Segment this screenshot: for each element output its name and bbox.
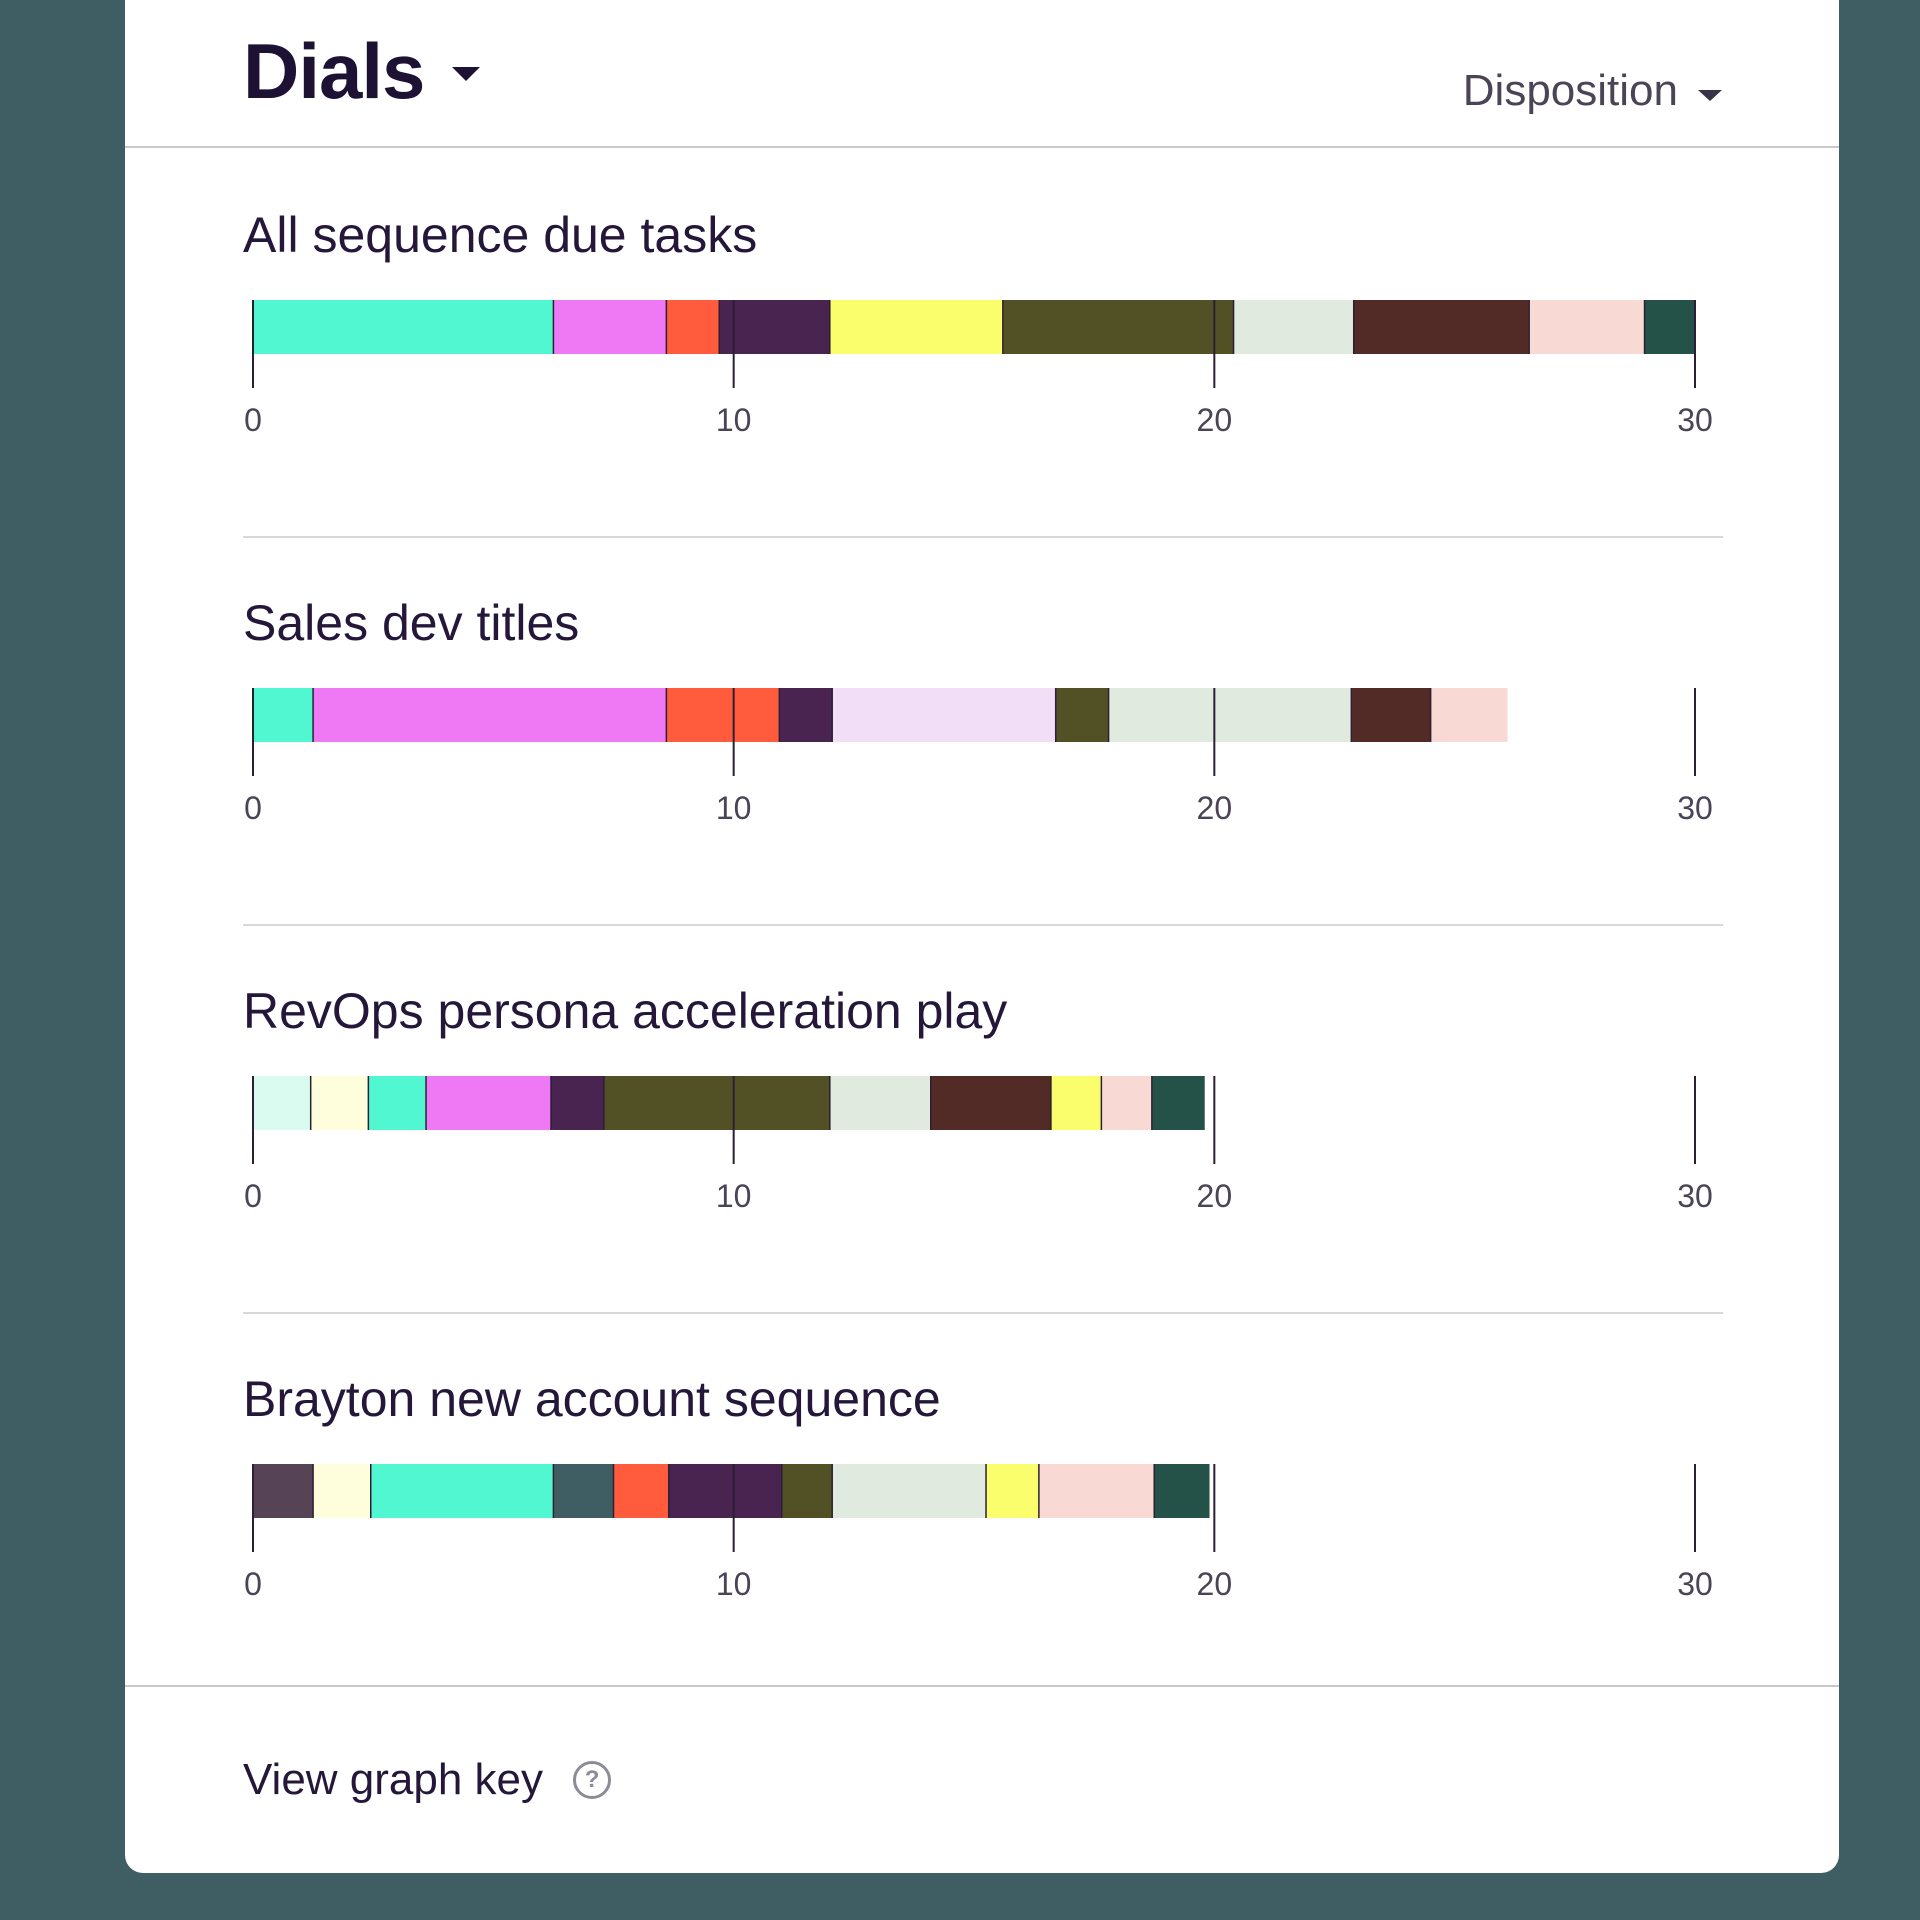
view-graph-key-link[interactable]: View graph key ? [243,1755,612,1805]
bar-segment-4[interactable] [832,688,1056,742]
bar-segment-4[interactable] [829,300,1003,354]
axis-tick-label: 0 [244,790,262,826]
bar-segment-1[interactable] [313,688,667,742]
bar-segment-2[interactable] [370,1464,554,1518]
stacked-bar-chart: 0 10 20 30 [244,1464,1713,1602]
sequence-chart-1: Sales dev titles 0 10 20 30 [243,536,1723,926]
axis-tick-label: 0 [244,1566,262,1602]
bar-segment-0[interactable] [253,688,314,742]
bar-segment-10[interactable] [1154,1464,1210,1518]
bar-segment-2[interactable] [368,1076,427,1130]
bar-segment-5[interactable] [668,1464,782,1518]
bar-segment-1[interactable] [310,1076,369,1130]
bar-segment-1[interactable] [313,1464,371,1518]
bar-segment-4[interactable] [551,1076,604,1130]
axis-tick-label: 0 [244,1178,262,1214]
card-header: Dials Disposition [125,0,1839,148]
axis-tick-label: 20 [1197,790,1233,826]
axis-tick-label: 30 [1677,402,1713,438]
axis-tick-label: 10 [716,402,752,438]
stacked-bar-chart: 0 10 20 30 [244,300,1713,438]
bar-segment-3[interactable] [426,1076,552,1130]
stacked-bar-chart: 0 10 20 30 [244,688,1713,826]
bar-segment-10[interactable] [1151,1076,1205,1130]
view-graph-key-label: View graph key [243,1755,544,1804]
axis-tick-label: 0 [244,402,262,438]
bar-segment-6[interactable] [1108,688,1352,742]
bar-segment-6[interactable] [1233,300,1354,354]
bar-segment-1[interactable] [553,300,667,354]
bar-segment-9[interactable] [1644,300,1695,354]
bar-segment-7[interactable] [1353,300,1530,354]
bar-segment-5[interactable] [1055,688,1109,742]
bar-segment-7[interactable] [832,1464,987,1518]
page-title: Dials [243,26,425,115]
bar-segment-3[interactable] [779,688,833,742]
caret-down-icon [1698,89,1722,101]
bar-segment-3[interactable] [719,300,830,354]
bar-segment-8[interactable] [1430,688,1508,742]
axis-tick-label: 20 [1197,402,1233,438]
axis-tick-label: 20 [1197,1178,1233,1214]
bar-segment-5[interactable] [1002,300,1234,354]
bar-segment-3[interactable] [553,1464,614,1518]
axis-tick-label: 10 [716,790,752,826]
bar-segment-2[interactable] [666,300,720,354]
bar-segment-8[interactable] [1529,300,1645,354]
stacked-bar-chart: 0 10 20 30 [244,1076,1713,1214]
disposition-dropdown[interactable]: Disposition [1463,0,1722,116]
sequence-chart-0: All sequence due tasks 0 10 20 30 [243,148,1723,538]
bar-segment-8[interactable] [986,1464,1039,1518]
card-footer: View graph key ? [125,1685,1839,1873]
bar-segment-9[interactable] [1038,1464,1155,1518]
sequence-title[interactable]: Sales dev titles [243,595,580,651]
bar-segment-8[interactable] [1050,1076,1102,1130]
dials-card: Dials Disposition All sequence due tasks… [125,0,1839,1873]
bar-segment-0[interactable] [253,300,554,354]
dials-dropdown[interactable]: Dials [243,0,481,115]
axis-tick-label: 30 [1677,1178,1713,1214]
axis-tick-label: 30 [1677,790,1713,826]
bar-segment-6[interactable] [829,1076,931,1130]
bar-segment-5[interactable] [603,1076,830,1130]
bar-segment-2[interactable] [666,688,780,742]
sequence-chart-2: RevOps persona acceleration play 0 10 20 30 [243,924,1723,1314]
sequence-title[interactable]: RevOps persona acceleration play [243,983,1008,1039]
bar-segment-6[interactable] [781,1464,833,1518]
bar-segment-7[interactable] [1351,688,1431,742]
bar-segment-0[interactable] [253,1464,314,1518]
bar-segment-9[interactable] [1101,1076,1152,1130]
axis-tick-label: 30 [1677,1566,1713,1602]
sequence-title[interactable]: Brayton new account sequence [243,1371,941,1427]
sequence-title[interactable]: All sequence due tasks [243,207,758,263]
sequence-chart-3: Brayton new account sequence 0 10 20 30 [243,1312,1723,1700]
question-circle-icon[interactable]: ? [573,1761,612,1799]
axis-tick-label: 10 [716,1566,752,1602]
bar-segment-0[interactable] [253,1076,311,1130]
axis-tick-label: 10 [716,1178,752,1214]
bar-segment-7[interactable] [930,1076,1051,1130]
caret-down-icon [452,67,481,81]
disposition-label: Disposition [1462,66,1678,115]
bar-segment-4[interactable] [613,1464,669,1518]
axis-tick-label: 20 [1197,1566,1233,1602]
